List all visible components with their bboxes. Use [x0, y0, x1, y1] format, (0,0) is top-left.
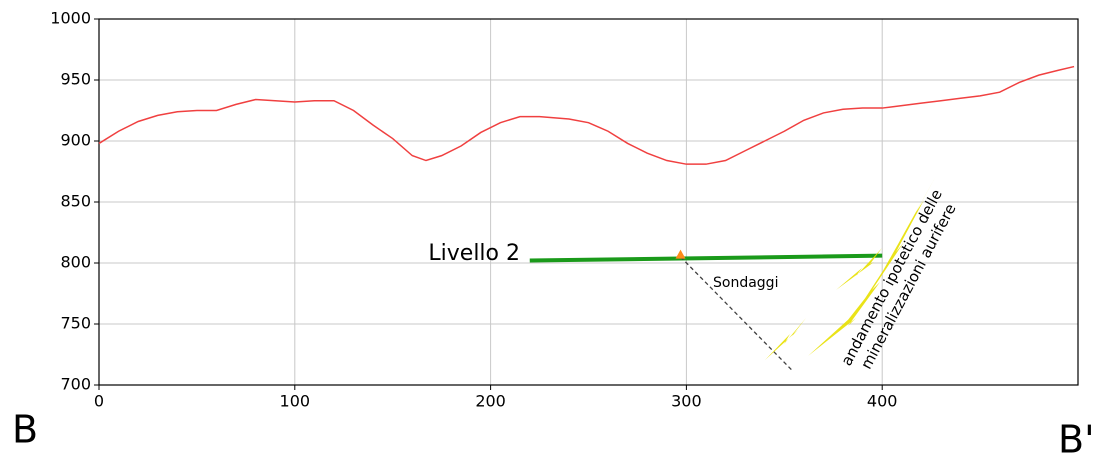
y-tick-label: 700 — [60, 375, 91, 394]
series-line — [98, 65, 1075, 165]
series-line — [529, 253, 883, 263]
y-tick-label: 850 — [60, 192, 91, 211]
mineralization — [765, 176, 936, 360]
y-tick-label: 900 — [60, 131, 91, 150]
y-tick-label: 1000 — [50, 9, 91, 28]
mineral-label-line: andamento ipotetico delle — [837, 186, 945, 369]
series-line — [680, 256, 793, 371]
section-end: B' — [1058, 418, 1095, 462]
section-start: B — [12, 408, 38, 452]
x-tick-label: 300 — [671, 392, 702, 411]
mineral-streak — [765, 318, 806, 360]
x-tick-label: 100 — [280, 392, 311, 411]
plot: 700 750 800 850 900 950 1000 0 100 200 300 400 — [50, 9, 1079, 411]
y-tick-label: 800 — [60, 253, 91, 272]
level-label: Livello 2 — [428, 241, 520, 266]
x-tick-label: 400 — [867, 392, 898, 411]
x-tick-label: 0 — [94, 392, 104, 411]
x-tick-label: 200 — [475, 392, 506, 411]
drill-label: Sondaggi — [713, 275, 778, 291]
y-tick-label: 750 — [60, 314, 91, 333]
y-tick-label: 950 — [60, 70, 91, 89]
mineral-label: andamento ipotetico delle mineralizzazio… — [837, 186, 959, 372]
drill-marker — [675, 249, 686, 259]
axes-frame — [98, 18, 1079, 386]
